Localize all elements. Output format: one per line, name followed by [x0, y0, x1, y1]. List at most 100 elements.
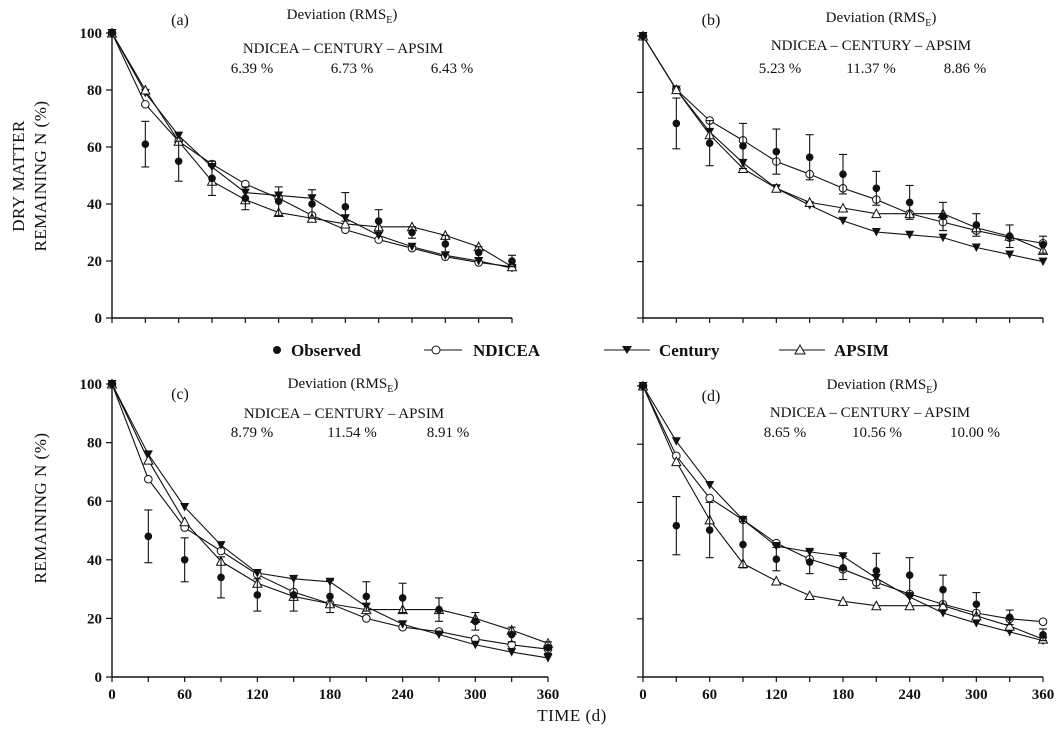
data-point-observed [208, 174, 216, 183]
data-point-observed [939, 212, 947, 221]
deviation-value: 8.65 % [764, 425, 807, 441]
data-point-observed [839, 170, 847, 178]
y-tick-label: 100 [80, 377, 103, 393]
data-point-observed [872, 184, 881, 193]
data-point-century [771, 542, 781, 551]
data-point-century [143, 450, 153, 459]
deviation-value: 8.86 % [944, 61, 987, 77]
data-point-observed [180, 556, 189, 564]
y-axis-label-bottom: REMAINING N (%) [31, 432, 50, 583]
legend-label-apsim: APSIM [834, 341, 889, 360]
data-point-observed [308, 200, 316, 208]
data-point-century [705, 480, 715, 490]
panel-label: (b) [702, 12, 721, 29]
data-point-apsim [1004, 620, 1015, 631]
deviation-title: Deviation (RMSE) [826, 10, 937, 29]
panel-label: (a) [171, 12, 189, 29]
data-point-observed [398, 594, 407, 602]
data-point-observed [772, 555, 781, 563]
data-point-observed [705, 526, 714, 534]
deviation-value: 11.37 % [846, 61, 895, 77]
y-tick-label: 100 [80, 26, 103, 42]
x-axis-label: TIME (d) [537, 706, 607, 725]
data-point-apsim [340, 218, 351, 229]
x-tick-label: 120 [765, 687, 788, 703]
x-tick-label: 360 [1032, 687, 1055, 703]
data-point-century [507, 648, 517, 657]
data-point-century [474, 257, 484, 266]
data-point-observed [474, 248, 483, 257]
y-tick-label: 0 [95, 311, 103, 327]
x-tick-label: 300 [464, 687, 487, 703]
legend-marker-ndicea [431, 345, 441, 355]
data-point-observed [471, 617, 480, 626]
data-point-ndicea [141, 99, 150, 109]
deviation-value: 10.56 % [852, 425, 902, 441]
y-axis-label-top-line2: REMAINING N (%) [31, 100, 50, 251]
data-point-observed [441, 240, 450, 248]
x-tick-label: 60 [177, 687, 192, 703]
data-point-observed [905, 198, 914, 207]
chart-panel-d: 0 60 120 180 240 300 360 (d) Deviation (RMSE) NDI… [637, 377, 1054, 703]
data-point-observed [144, 532, 153, 541]
data-point-century [374, 231, 384, 240]
data-point-observed [435, 605, 443, 614]
data-point-century [407, 242, 417, 252]
data-point-century [1038, 257, 1048, 267]
data-point-observed [274, 197, 283, 205]
deviation-value: 8.91 % [427, 425, 470, 441]
data-point-observed [408, 228, 416, 237]
data-point-observed [174, 157, 183, 166]
y-tick-label: 60 [87, 494, 102, 510]
data-point-observed [253, 591, 262, 599]
legend-label-observed: Observed [291, 341, 361, 360]
data-point-observed [289, 591, 298, 599]
data-point-century [905, 592, 915, 602]
chart-panel-b: (b) Deviation (RMSE) NDICEA – CENTURY – AP… [637, 10, 1049, 323]
deviation-value: 8.79 % [231, 425, 274, 441]
data-point-apsim [837, 595, 849, 606]
legend-marker-apsim [794, 343, 806, 355]
panel-label: (d) [702, 388, 721, 405]
x-tick-label: 60 [702, 687, 717, 703]
data-point-observed [905, 571, 914, 579]
data-point-apsim [143, 454, 154, 465]
x-tick-label: 120 [246, 687, 269, 703]
legend-label-century: Century [659, 341, 720, 360]
y-tick-label: 80 [87, 83, 102, 99]
data-point-observed [1005, 613, 1014, 622]
deviation-models: NDICEA – CENTURY – APSIM [243, 41, 443, 57]
deviation-title: Deviation (RMSE) [287, 7, 398, 26]
data-point-century [252, 568, 262, 578]
data-point-observed [672, 119, 681, 128]
deviation-value: 6.39 % [231, 61, 274, 77]
deviation-models: NDICEA – CENTURY – APSIM [770, 405, 970, 421]
data-point-observed [362, 592, 371, 601]
y-tick-label: 20 [87, 611, 102, 627]
data-point-century [434, 630, 444, 640]
data-point-observed [672, 521, 681, 530]
data-point-apsim [804, 196, 815, 207]
legend-marker-observed [273, 346, 281, 354]
data-point-century [938, 608, 948, 618]
data-point-observed [141, 140, 150, 148]
deviation-models: NDICEA – CENTURY – APSIM [244, 406, 444, 422]
deviation-models: NDICEA – CENTURY – APSIM [771, 38, 971, 54]
y-tick-label: 20 [87, 254, 102, 270]
data-point-observed [374, 217, 383, 225]
data-point-observed [1039, 240, 1047, 249]
data-point-apsim [904, 600, 915, 611]
x-tick-label: 180 [319, 687, 342, 703]
deviation-value: 6.43 % [431, 61, 474, 77]
data-point-observed [326, 592, 334, 601]
legend-marker-century [622, 346, 632, 354]
data-point-observed [705, 139, 714, 147]
y-tick-label: 40 [87, 197, 102, 213]
data-point-century [398, 620, 408, 629]
x-tick-label: 240 [391, 687, 414, 703]
data-point-observed [772, 147, 781, 156]
data-point-observed [1005, 232, 1014, 241]
y-tick-label: 80 [87, 436, 102, 452]
data-point-observed [805, 558, 814, 566]
